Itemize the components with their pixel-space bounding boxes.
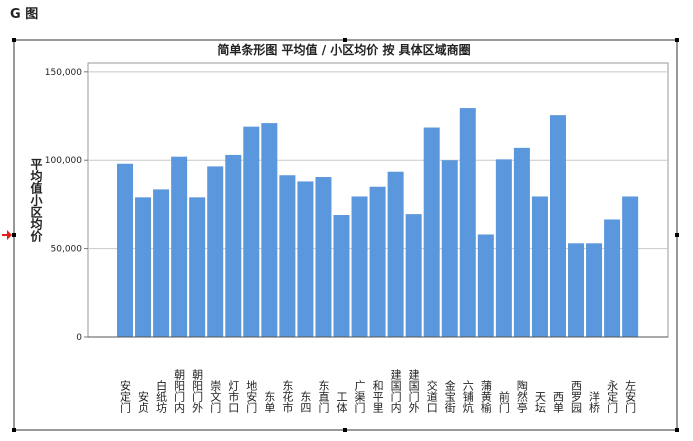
x-tick-label: 蒲黄榆 (479, 379, 492, 414)
x-tick-label: 朝阳门内 (173, 369, 186, 414)
frame-handles (12, 38, 679, 432)
x-tick-label: 灯市口 (227, 380, 240, 413)
y-tick-label: 150,000 (45, 68, 82, 78)
x-tick-label: 朝阳门外 (191, 369, 204, 414)
bar (423, 127, 440, 337)
bar (622, 196, 639, 337)
x-tick-label: 工体 (335, 391, 348, 413)
x-tick-label: 陶然亭 (515, 379, 528, 413)
bar (117, 163, 134, 337)
bar (297, 181, 314, 337)
y-tick-label: 50,000 (51, 245, 83, 255)
bar (279, 175, 296, 337)
x-tick-label: 交道口 (425, 379, 438, 413)
bar (531, 196, 548, 337)
x-tick-label: 东直门 (317, 380, 330, 414)
x-tick-label: 建国门内 (389, 368, 402, 414)
x-tick-label: 安定门 (119, 379, 132, 414)
bar (405, 214, 422, 337)
x-tick-label: 东花市 (281, 380, 294, 414)
x-tick-label: 西单 (551, 391, 564, 413)
x-tick-label: 洋桥 (588, 390, 601, 414)
bar (315, 177, 332, 337)
bar (459, 108, 476, 337)
selection-arrow (2, 230, 12, 240)
bar (604, 219, 621, 337)
x-tick-label: 左安门 (624, 380, 637, 414)
x-tick-label: 和平里 (371, 380, 384, 413)
bar (351, 196, 368, 337)
bar (225, 154, 242, 337)
x-tick-label: 崇文门 (209, 380, 222, 414)
x-tick-label: 前门 (497, 390, 510, 414)
x-tick-label: 广渠门 (353, 380, 366, 414)
x-tick-label: 白纸坊 (155, 379, 168, 413)
bar (135, 197, 152, 337)
y-axis-label: 平均值小区均价 (29, 158, 43, 243)
chart-title: 简单条形图 平均值 / 小区均价 按 具体区域商圈 (217, 42, 470, 57)
bar (333, 215, 350, 337)
bar (441, 160, 458, 337)
bar (568, 243, 585, 337)
bar (189, 197, 206, 337)
bar (369, 186, 386, 337)
bar (477, 234, 494, 337)
bar (171, 156, 188, 337)
bar (549, 115, 566, 338)
bar (387, 171, 404, 337)
x-tick-label: 六铺炕 (461, 380, 474, 414)
x-tick-label: 东四 (299, 391, 312, 413)
header-title: G 图 (10, 7, 38, 22)
y-tick-label: 100,000 (45, 156, 82, 166)
x-tick-label: 地安门 (245, 380, 258, 414)
bar (586, 243, 603, 337)
bar (243, 126, 260, 338)
x-tick-label: 金宝街 (443, 379, 456, 414)
x-tick-label: 永定门 (606, 379, 619, 414)
bar (261, 123, 278, 337)
x-tick-label: 建国门外 (407, 368, 420, 414)
x-tick-label: 西罗园 (570, 380, 583, 414)
bar (495, 159, 512, 337)
bar (207, 166, 224, 337)
bar (513, 147, 530, 337)
x-tick-label: 安贞 (137, 390, 150, 414)
bar (153, 189, 170, 337)
x-tick-label: 天坛 (533, 391, 546, 413)
x-tick-label: 东单 (263, 391, 276, 413)
y-tick-label: 0 (76, 333, 82, 343)
